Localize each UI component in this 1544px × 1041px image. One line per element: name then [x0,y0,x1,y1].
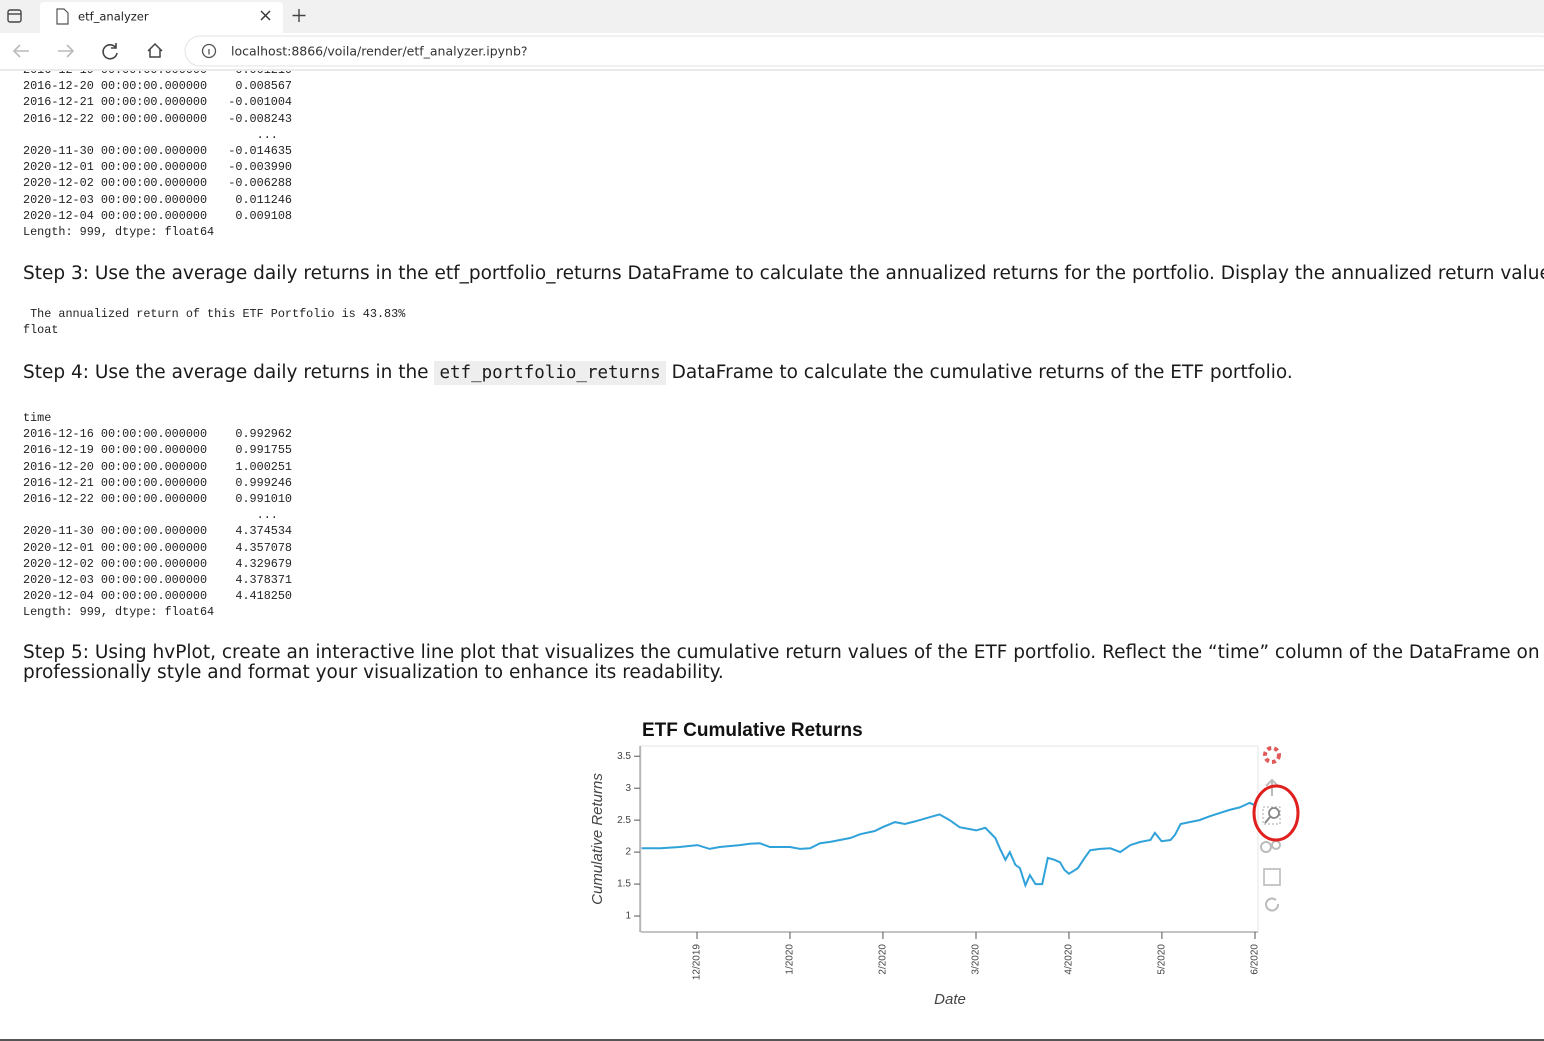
step-3-heading: Step 3: Use the average daily returns in… [23,263,1544,284]
text-line: 2020-11-30 00:00:00.000000 4.374534 [23,524,293,539]
step-5-heading: Step 5: Using hvPlot, create an interact… [23,643,1544,683]
text-line: 2020-12-04 00:00:00.000000 4.418250 [23,589,293,604]
chart: ETF Cumulative Returns Date Cumulative R… [589,720,1300,1008]
x-axis-label: Date [934,991,966,1008]
active-tab[interactable] [40,2,283,33]
x-tick-label: 12/2019 [692,944,703,981]
back-button[interactable] [12,44,29,58]
pan-tool[interactable] [1265,778,1279,796]
text-line: 2016-12-20 00:00:00.000000 1.000251 [23,459,293,474]
site-info-icon[interactable] [201,43,217,59]
text-line: Length: 999, dtype: float64 [23,605,215,620]
wheel-zoom-glass [1271,840,1281,850]
heading-text: DataFrame to calculate the cumulative re… [671,362,1293,383]
home-button[interactable] [147,42,163,58]
text-line: Length: 999, dtype: float64 [23,224,215,239]
data-line [641,801,1256,889]
y-tick-label: 3.5 [617,751,631,762]
text-line: Step 5: Using hvPlot, create an interact… [23,642,1544,663]
text-line: 2020-11-30 00:00:00.000000 -0.014635 [23,143,293,158]
tab-title: etf_analyzer [78,10,149,24]
box-zoom-handle [1264,816,1271,824]
box-zoom-tool[interactable] [1262,806,1281,825]
x-tick-label: 1/2020 [785,944,796,975]
x-tick-label: 3/2020 [971,944,982,975]
chart-title: ETF Cumulative Returns [642,720,863,741]
text-line: 2020-12-03 00:00:00.000000 4.378371 [23,572,293,587]
y-tick-label: 2 [625,847,631,858]
text-line: ... [23,508,278,523]
y-axis-label: Cumulative Returns [589,773,606,905]
page-icon [56,8,69,25]
text-line: time [23,411,52,425]
reload-button[interactable] [102,43,118,60]
address-bar[interactable] [184,35,1544,67]
reset-tool[interactable] [1265,897,1279,912]
wheel-zoom-tool[interactable] [1260,841,1272,853]
text-line: 2016-12-21 00:00:00.000000 -0.001004 [23,95,293,110]
y-tick-label: 1.5 [617,879,631,890]
text-line: 2016-12-19 00:00:00.000000 0.991755 [23,443,293,458]
text-line: 2020-12-03 00:00:00.000000 0.011246 [23,192,293,207]
close-tab[interactable] [260,10,271,21]
output-block: 2016-12-19 00:00:00.000000 -0.0012102016… [23,71,292,240]
text-line: ... [23,127,278,142]
text-line: The annualized return of this ETF Portfo… [23,307,406,321]
output-block: The annualized return of this ETF Portfo… [23,306,405,338]
box-zoom-glass [1268,807,1280,819]
step-4-heading: Step 4: Use the average daily returns in… [23,361,1293,385]
text-line: 2020-12-01 00:00:00.000000 4.357078 [23,540,293,555]
text-line: 2020-12-01 00:00:00.000000 -0.003990 [23,160,293,175]
text-line: 2016-12-21 00:00:00.000000 0.999246 [23,475,293,490]
text-line: 2016-12-22 00:00:00.000000 0.991010 [23,491,293,506]
forward-button[interactable] [58,44,75,58]
plot-toolbar [1252,746,1300,912]
save-tool[interactable] [1263,868,1281,886]
bottom-edge [0,1039,1544,1041]
y-tick-label: 2.5 [617,815,631,826]
url: localhost:8866/voila/render/etf_analyzer… [231,44,528,59]
text-line: professionally style and format your vis… [23,662,724,683]
text-line: 2016-12-20 00:00:00.000000 0.008567 [23,79,293,94]
tab-actions-icon[interactable] [7,9,22,23]
new-tab[interactable] [292,9,306,22]
text-line: 2016-12-22 00:00:00.000000 -0.008243 [23,111,293,126]
inline-code: etf_portfolio_returns [434,361,666,385]
text-line: 2016-12-16 00:00:00.000000 0.992962 [23,427,293,442]
x-tick-label: 6/2020 [1250,944,1261,975]
y-tick-label: 1 [625,911,631,922]
text-line: 2020-12-02 00:00:00.000000 -0.006288 [23,176,293,191]
output-viewport: 2016-12-19 00:00:00.000000 -0.0012102016… [0,71,1544,247]
plot-area [640,745,1259,933]
text-line: float [23,323,59,338]
text-line: 2020-12-02 00:00:00.000000 4.329679 [23,556,293,571]
x-tick-label: 5/2020 [1157,944,1168,975]
y-tick-label: 3 [625,783,631,794]
heading-text: Step 4: Use the average daily returns in… [23,362,429,383]
text-line: 2016-12-19 00:00:00.000000 -0.001210 [23,71,292,78]
text-line: 2020-12-04 00:00:00.000000 0.009108 [23,208,293,223]
x-tick-label: 4/2020 [1064,944,1075,975]
x-tick-label: 2/2020 [878,944,889,975]
bokeh-logo[interactable] [1263,746,1281,764]
browser-chrome: etf_analyzer localhost:8866/voila/render… [0,0,1544,71]
output-block: time 2016-12-16 00:00:00.000000 0.992962 2… [23,410,292,620]
annotation-circle [1252,784,1300,842]
